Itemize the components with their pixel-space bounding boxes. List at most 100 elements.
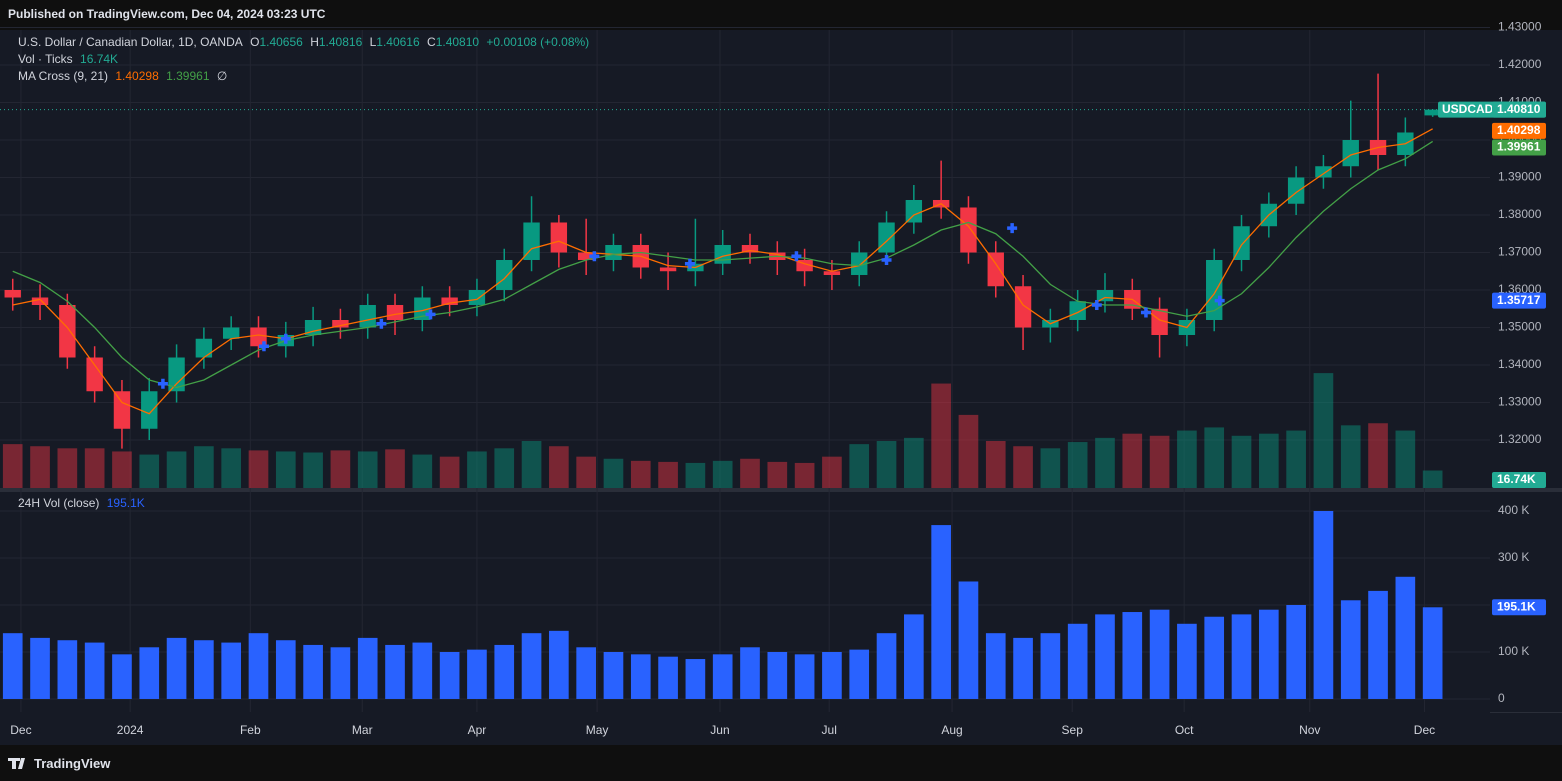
candle-body [86, 357, 103, 392]
candle-body [905, 199, 923, 223]
vol24-bar [876, 633, 897, 699]
vol24-bar [603, 651, 624, 699]
symbol-name: USDCAD [1442, 102, 1494, 116]
vol24-bar [439, 651, 460, 699]
cross-marker [280, 333, 291, 344]
volume-bar [712, 460, 733, 488]
x-tick-label: Mar [352, 723, 373, 737]
volume-bar [1067, 442, 1088, 488]
volume-bar [330, 450, 351, 488]
vol24-bar [794, 654, 815, 699]
change: +0.00108 (+0.08%) [486, 35, 590, 49]
candle-body [31, 297, 49, 305]
vol24-bar [1177, 623, 1197, 699]
volume-bar [439, 456, 460, 488]
volume-bar [166, 451, 187, 488]
vol24-bar [412, 642, 433, 699]
volume-bar [1340, 425, 1361, 488]
x-tick-label: Feb [240, 723, 261, 737]
volume-bar [685, 462, 706, 488]
vol24-bar [740, 647, 760, 699]
candle-body [441, 297, 458, 305]
y-tick-label: 1.39000 [1498, 170, 1542, 184]
vol24-bar [521, 633, 542, 699]
x-tick-label: Oct [1175, 723, 1194, 737]
y-tick-label: 1.37000 [1498, 245, 1542, 259]
candle-body [332, 319, 349, 328]
cross-marker [881, 254, 892, 265]
vol24-bar [2, 633, 23, 699]
cross-badge [1492, 292, 1546, 309]
vol24-bar [658, 656, 678, 699]
volume-bar [467, 451, 487, 488]
pane-separator [0, 488, 1562, 492]
volume-bar [275, 451, 296, 488]
y-tick-label: 1.33000 [1498, 395, 1542, 409]
volume-bar [1313, 373, 1334, 488]
volume-bar [194, 446, 214, 488]
legend-symbol: U.S. Dollar / Canadian Dollar, 1D, OANDA… [18, 35, 593, 49]
ma-fast-badge [1492, 122, 1546, 139]
vol24-bar [1013, 637, 1033, 699]
cross-marker [1007, 223, 1018, 234]
cross-marker [157, 378, 168, 389]
volume-bar [1231, 435, 1252, 488]
volume-bar [904, 437, 924, 488]
vol24-bar [221, 642, 242, 699]
candle-body [222, 327, 240, 339]
vol24-bar [1067, 623, 1088, 699]
price-label: 1.40810 [1497, 102, 1541, 116]
ohlc-key: C [427, 35, 436, 49]
candle-body [1014, 286, 1032, 328]
vol24-title: 24H Vol (close) [18, 496, 100, 510]
candle-body [113, 391, 131, 429]
vol24-bar [685, 659, 706, 699]
vol24-bar [84, 642, 105, 699]
price-badge [1492, 101, 1546, 118]
cross-marker [1214, 295, 1225, 306]
volume-bar [1095, 437, 1115, 488]
ma-null: ∅ [216, 69, 228, 83]
axis-background [1490, 712, 1562, 713]
cross-marker [791, 251, 802, 262]
vol24-bar [1340, 600, 1361, 699]
x-tick-label: Apr [468, 723, 487, 737]
ohlc-key: O [250, 35, 260, 49]
volume-bar [521, 441, 542, 488]
x-tick-label: Sep [1062, 723, 1084, 737]
candle-body [1342, 139, 1359, 167]
cross-marker [376, 318, 387, 329]
vol24-bar [1040, 633, 1061, 699]
x-tick-label: 2024 [117, 723, 144, 737]
volume-bar [357, 451, 378, 488]
vol24-bar [275, 640, 296, 699]
candle-body [141, 391, 158, 429]
ohlc-value: 1.40810 [435, 35, 480, 49]
volume-bar [112, 451, 132, 488]
volume-bar [658, 461, 678, 488]
x-tick-label: Jul [822, 723, 837, 737]
vol24-bar [1122, 612, 1143, 699]
vol24-bar [357, 637, 378, 699]
volume-bar [412, 454, 433, 488]
candle-body [1069, 301, 1086, 320]
y-tick-label: 0 [1498, 691, 1505, 705]
candle-body [960, 207, 977, 253]
brand: TradingView [34, 756, 111, 771]
vol24-bar [1313, 510, 1334, 699]
volume-bar [1040, 448, 1061, 488]
candle-body [878, 222, 895, 253]
vol24-bar [248, 633, 269, 699]
ma-slow-badge [1492, 139, 1546, 156]
ohlc-value: 1.40656 [259, 35, 303, 49]
volume-bar [139, 454, 160, 488]
volume-bar [576, 456, 596, 488]
cross-marker [684, 258, 695, 269]
vol24-bar [385, 644, 405, 699]
volume-bar [1395, 430, 1416, 488]
y-tick-label: 1.35000 [1498, 320, 1542, 334]
volume-value: 16.74K [80, 52, 119, 66]
volume-bar [2, 444, 23, 488]
volume-bar [221, 448, 242, 488]
